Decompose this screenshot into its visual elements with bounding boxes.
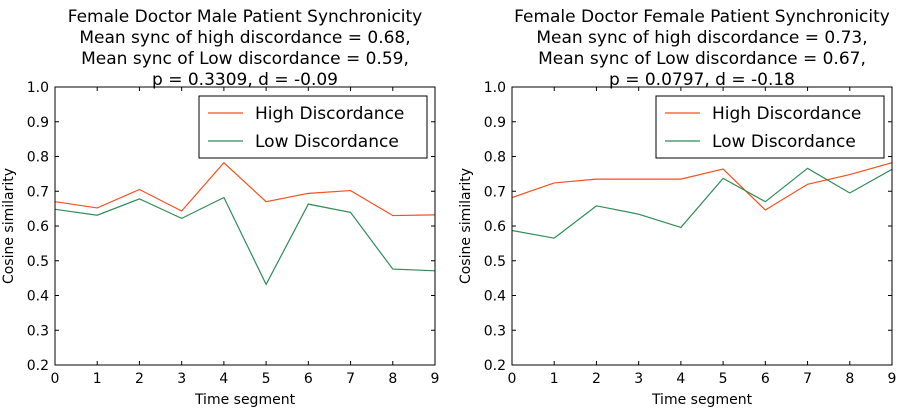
legend-label: Low Discordance	[255, 132, 399, 152]
y-tick-label: 0.4	[484, 289, 506, 305]
y-tick-label: 1.0	[27, 80, 49, 96]
x-tick-label: 0	[51, 371, 60, 387]
x-tick-label: 2	[135, 371, 144, 387]
series-line-high-discordance	[55, 161, 435, 217]
x-tick-label: 5	[719, 371, 728, 387]
y-tick-label: 0.3	[484, 323, 506, 339]
legend-label: High Discordance	[712, 104, 861, 124]
y-tick-label: 0.3	[27, 323, 49, 339]
y-tick-label: 0.8	[27, 150, 49, 166]
y-tick-label: 0.7	[27, 184, 49, 200]
chart-title-line: Female Doctor Female Patient Synchronici…	[514, 7, 890, 27]
x-tick-label: 7	[346, 371, 355, 387]
y-tick-label: 0.8	[484, 150, 506, 166]
y-tick-label: 0.2	[484, 358, 506, 374]
chart-title-line: Mean sync of high discordance = 0.68,	[79, 28, 410, 48]
legend-label: Low Discordance	[712, 132, 856, 152]
y-tick-label: 0.6	[27, 219, 49, 235]
y-tick-label: 0.4	[27, 289, 49, 305]
x-tick-label: 0	[508, 371, 517, 387]
y-tick-label: 0.9	[484, 115, 506, 131]
y-axis-label: Cosine similarity	[458, 168, 474, 284]
y-tick-label: 0.6	[484, 219, 506, 235]
y-tick-label: 1.0	[484, 80, 506, 96]
x-tick-label: 3	[634, 371, 643, 387]
chart-title-line: Mean sync of Low discordance = 0.67,	[538, 49, 866, 69]
chart-title-line: Mean sync of Low discordance = 0.59,	[81, 49, 409, 69]
x-tick-label: 7	[803, 371, 812, 387]
legend-box	[198, 95, 428, 159]
chart-title-line: p = 0.3309, d = -0.09	[152, 70, 338, 90]
x-axis-label: Time segment	[194, 392, 296, 408]
x-tick-label: 6	[304, 371, 313, 387]
chart-title-line: Mean sync of high discordance = 0.73,	[536, 28, 867, 48]
x-tick-label: 2	[592, 371, 601, 387]
x-tick-label: 8	[388, 371, 397, 387]
chart-title-line: Female Doctor Male Patient Synchronicity	[68, 7, 423, 27]
x-axis-label: Time segment	[651, 392, 753, 408]
x-tick-label: 9	[431, 371, 440, 387]
chart-panel-2: Female Doctor Female Patient Synchronici…	[458, 7, 896, 408]
chart-panel-1: Female Doctor Male Patient Synchronicity…	[1, 7, 439, 408]
chart-title-line: p = 0.0797, d = -0.18	[609, 70, 795, 90]
x-tick-label: 6	[761, 371, 770, 387]
legend-label: High Discordance	[255, 104, 404, 124]
x-tick-label: 3	[177, 371, 186, 387]
x-tick-label: 5	[262, 371, 271, 387]
x-tick-label: 1	[93, 371, 102, 387]
y-axis-label: Cosine similarity	[1, 168, 17, 284]
x-tick-label: 1	[550, 371, 559, 387]
x-tick-label: 9	[888, 371, 897, 387]
y-tick-label: 0.9	[27, 115, 49, 131]
x-tick-label: 4	[219, 371, 228, 387]
series-line-high-discordance	[512, 162, 892, 211]
y-tick-label: 0.5	[484, 254, 506, 270]
y-tick-label: 0.7	[484, 184, 506, 200]
series-line-low-discordance	[512, 167, 892, 239]
x-tick-label: 8	[845, 371, 854, 387]
x-tick-label: 4	[676, 371, 685, 387]
series-line-low-discordance	[55, 196, 435, 286]
y-tick-label: 0.2	[27, 358, 49, 374]
legend-box	[655, 95, 885, 159]
y-tick-label: 0.5	[27, 254, 49, 270]
